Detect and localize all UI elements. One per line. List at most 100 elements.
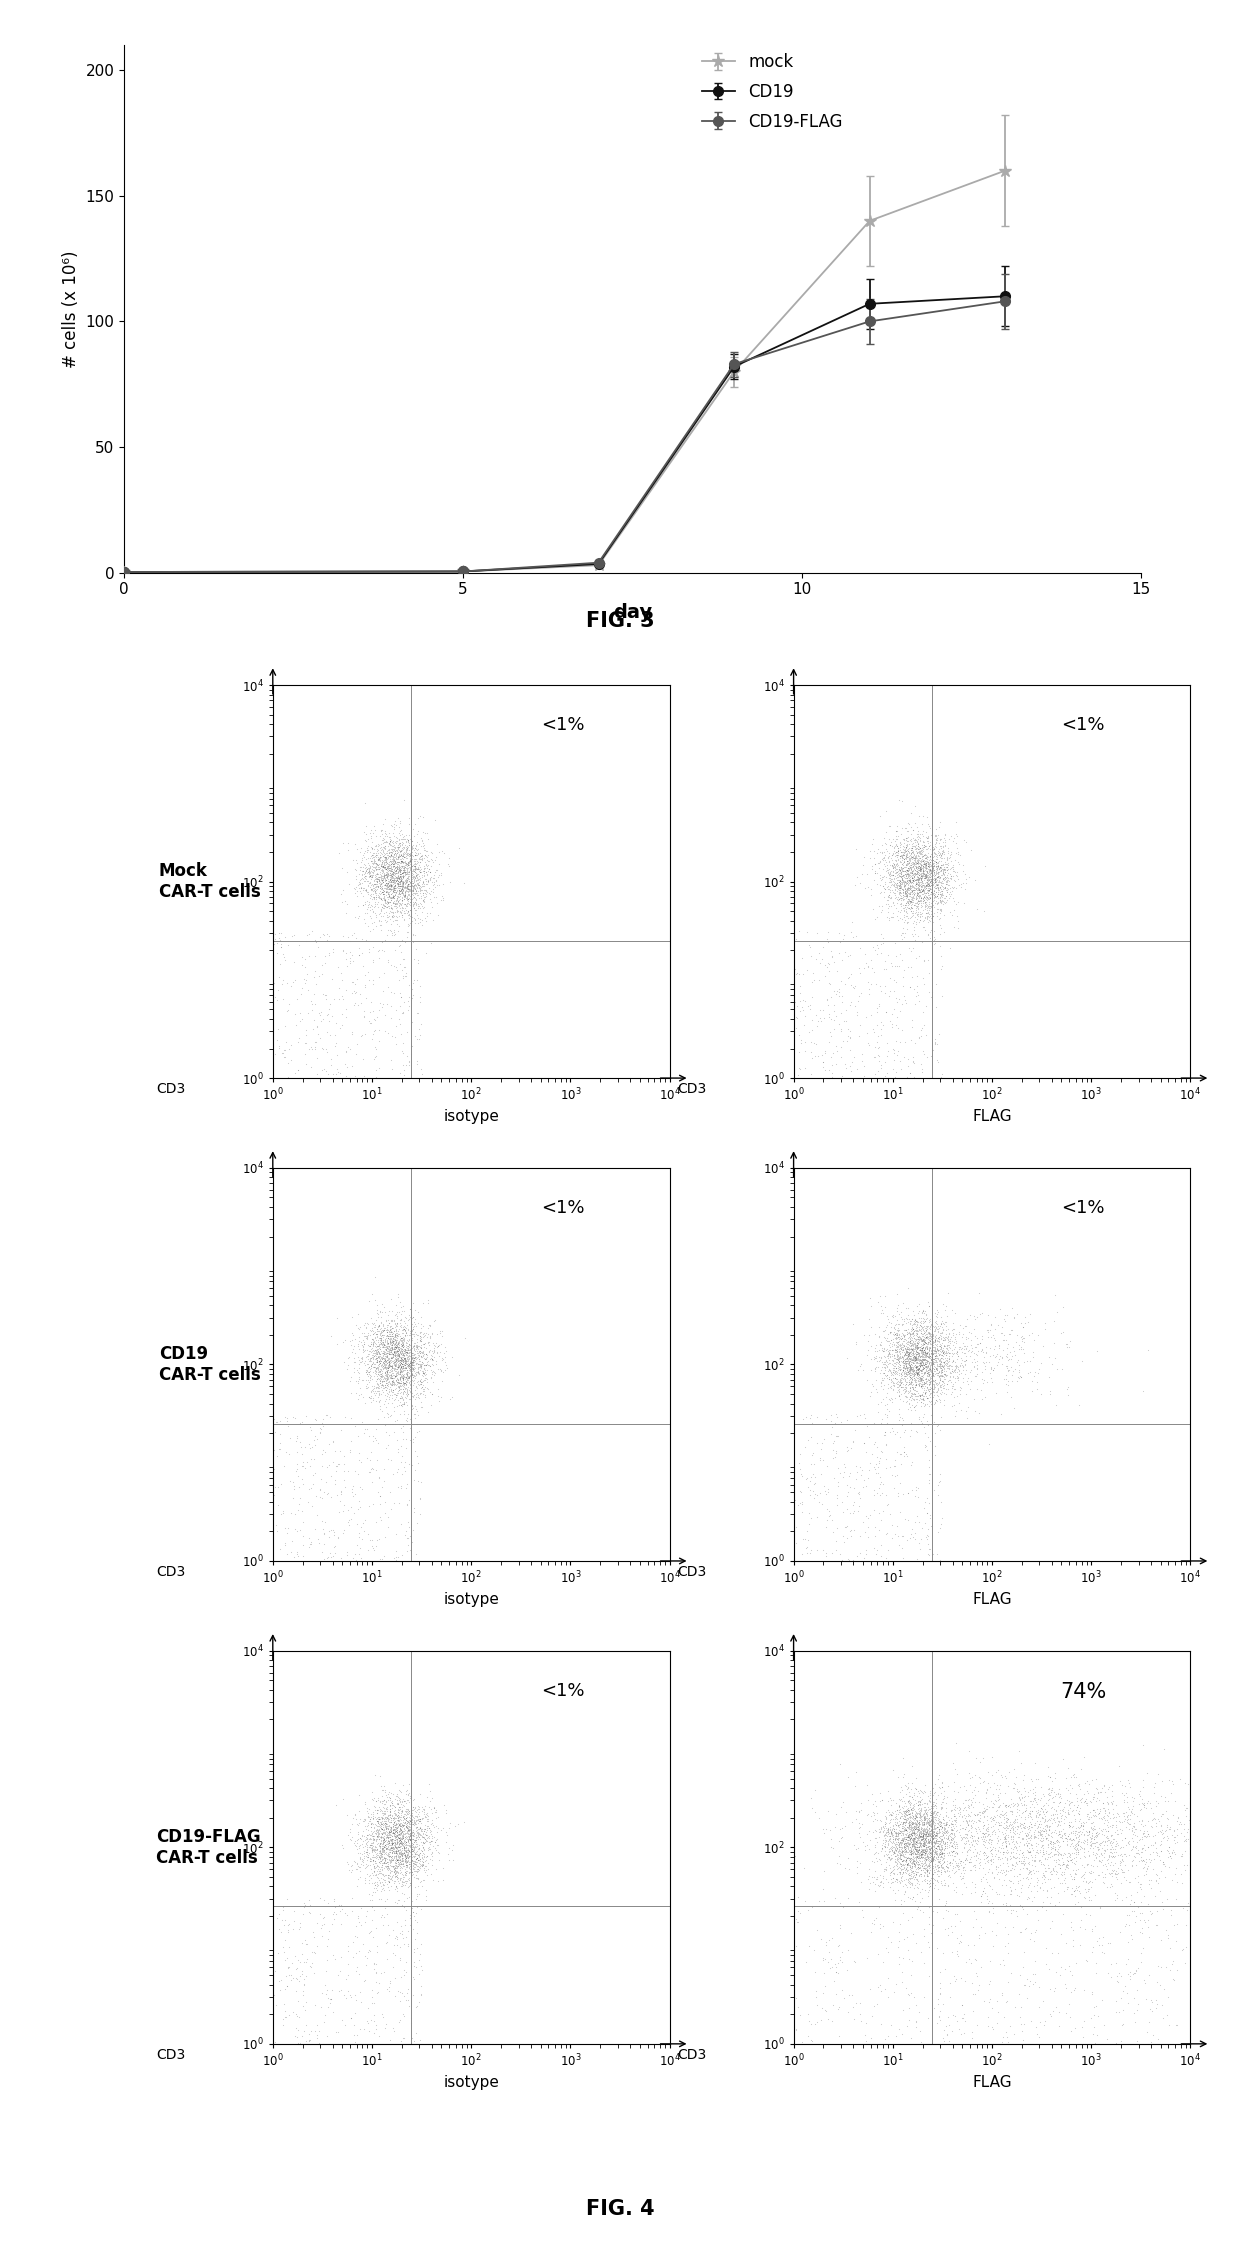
Point bbox=[392, 894, 412, 930]
Point bbox=[956, 1869, 976, 1905]
Point bbox=[911, 1345, 931, 1381]
Point bbox=[932, 836, 952, 871]
Point bbox=[786, 2010, 806, 2046]
Point bbox=[1086, 1334, 1106, 1370]
Point bbox=[884, 1813, 904, 1848]
Point bbox=[392, 871, 412, 907]
Point bbox=[899, 1354, 919, 1390]
Point bbox=[915, 1835, 935, 1871]
Point bbox=[1027, 1835, 1047, 1871]
Point bbox=[932, 1363, 952, 1399]
Point bbox=[397, 822, 417, 858]
Point bbox=[882, 1521, 901, 1556]
Point bbox=[929, 1476, 949, 1512]
Point bbox=[412, 1388, 432, 1424]
Point bbox=[377, 865, 397, 901]
Point bbox=[930, 1341, 950, 1377]
Point bbox=[965, 1797, 985, 1833]
Point bbox=[368, 1781, 388, 1817]
Point bbox=[272, 1467, 291, 1503]
Point bbox=[909, 862, 929, 898]
Point bbox=[928, 1321, 947, 1357]
Point bbox=[387, 1822, 407, 1857]
Point bbox=[934, 1323, 954, 1359]
Point bbox=[923, 1788, 942, 1824]
Point bbox=[1016, 1300, 1035, 1336]
Point bbox=[926, 1336, 946, 1372]
Point bbox=[977, 1999, 997, 2035]
Point bbox=[312, 1900, 332, 1936]
Point bbox=[310, 1471, 330, 1507]
Point bbox=[403, 1352, 423, 1388]
Point bbox=[1022, 1372, 1042, 1408]
Point bbox=[909, 1783, 929, 1819]
Point bbox=[908, 862, 928, 898]
Point bbox=[1060, 1822, 1080, 1857]
Point bbox=[387, 1815, 407, 1851]
Point bbox=[399, 874, 419, 910]
Point bbox=[1018, 1826, 1038, 1862]
Point bbox=[1018, 1862, 1038, 1898]
Point bbox=[885, 1862, 905, 1898]
Point bbox=[1028, 1761, 1048, 1797]
Point bbox=[1039, 1770, 1059, 1806]
Point bbox=[1117, 1783, 1137, 1819]
Point bbox=[1035, 1860, 1055, 1896]
Point bbox=[1081, 1976, 1101, 2012]
Point bbox=[901, 836, 921, 871]
Point bbox=[906, 1855, 926, 1891]
Point bbox=[410, 1851, 430, 1887]
Point bbox=[1131, 1943, 1151, 1979]
Point bbox=[393, 1357, 413, 1393]
Point bbox=[904, 1810, 924, 1846]
Point bbox=[904, 1339, 924, 1375]
Point bbox=[1017, 1860, 1037, 1896]
Point bbox=[914, 1366, 934, 1402]
Point bbox=[929, 1359, 949, 1395]
Point bbox=[893, 833, 913, 869]
Point bbox=[1123, 1884, 1143, 1920]
Point bbox=[1122, 1795, 1142, 1830]
Point bbox=[831, 1788, 851, 1824]
Point bbox=[367, 1826, 387, 1862]
Point bbox=[392, 1341, 412, 1377]
Point bbox=[363, 1487, 383, 1523]
Point bbox=[407, 1839, 427, 1875]
Point bbox=[916, 1334, 936, 1370]
Point bbox=[893, 1824, 913, 1860]
Point bbox=[383, 869, 403, 905]
Point bbox=[930, 838, 950, 874]
Point bbox=[1035, 1819, 1055, 1855]
Point bbox=[934, 1985, 954, 2021]
Point bbox=[1102, 1824, 1122, 1860]
Point bbox=[932, 1839, 952, 1875]
Point bbox=[348, 937, 368, 973]
Point bbox=[368, 827, 388, 862]
Point bbox=[913, 867, 932, 903]
Point bbox=[895, 833, 915, 869]
Point bbox=[310, 1471, 330, 1507]
Point bbox=[1061, 1842, 1081, 1878]
Point bbox=[939, 1318, 959, 1354]
Point bbox=[894, 838, 914, 874]
Point bbox=[412, 838, 432, 874]
Point bbox=[792, 1402, 812, 1437]
Point bbox=[393, 853, 413, 889]
Point bbox=[801, 2006, 821, 2042]
Point bbox=[918, 1837, 937, 1873]
Point bbox=[335, 883, 355, 919]
Point bbox=[899, 1862, 919, 1898]
Point bbox=[386, 1833, 405, 1869]
Point bbox=[418, 862, 438, 898]
Point bbox=[794, 1060, 813, 1096]
Point bbox=[1070, 1801, 1090, 1837]
Point bbox=[358, 1990, 378, 2026]
Point bbox=[368, 1426, 388, 1462]
Point bbox=[894, 867, 914, 903]
Point bbox=[425, 853, 445, 889]
Point bbox=[392, 1869, 412, 1905]
Point bbox=[391, 1357, 410, 1393]
Point bbox=[1180, 1806, 1200, 1842]
Point bbox=[396, 1848, 415, 1884]
Point bbox=[358, 1916, 378, 1952]
